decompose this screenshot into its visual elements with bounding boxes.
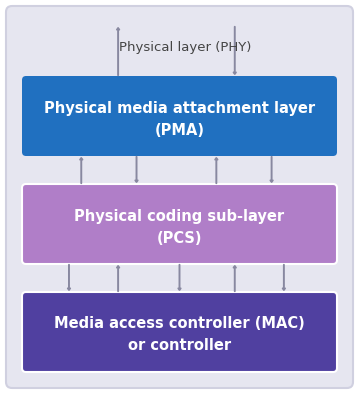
FancyBboxPatch shape — [22, 292, 337, 372]
Text: Media access controller (MAC): Media access controller (MAC) — [54, 316, 305, 331]
FancyBboxPatch shape — [22, 76, 337, 156]
Text: (PCS): (PCS) — [157, 230, 202, 245]
Text: Physical layer (PHY): Physical layer (PHY) — [120, 41, 252, 54]
Text: (PMA): (PMA) — [154, 123, 205, 138]
FancyBboxPatch shape — [6, 6, 353, 388]
Text: or controller: or controller — [128, 338, 231, 353]
FancyBboxPatch shape — [22, 184, 337, 264]
Text: Physical media attachment layer: Physical media attachment layer — [44, 100, 315, 115]
Text: Physical coding sub-layer: Physical coding sub-layer — [74, 208, 285, 223]
